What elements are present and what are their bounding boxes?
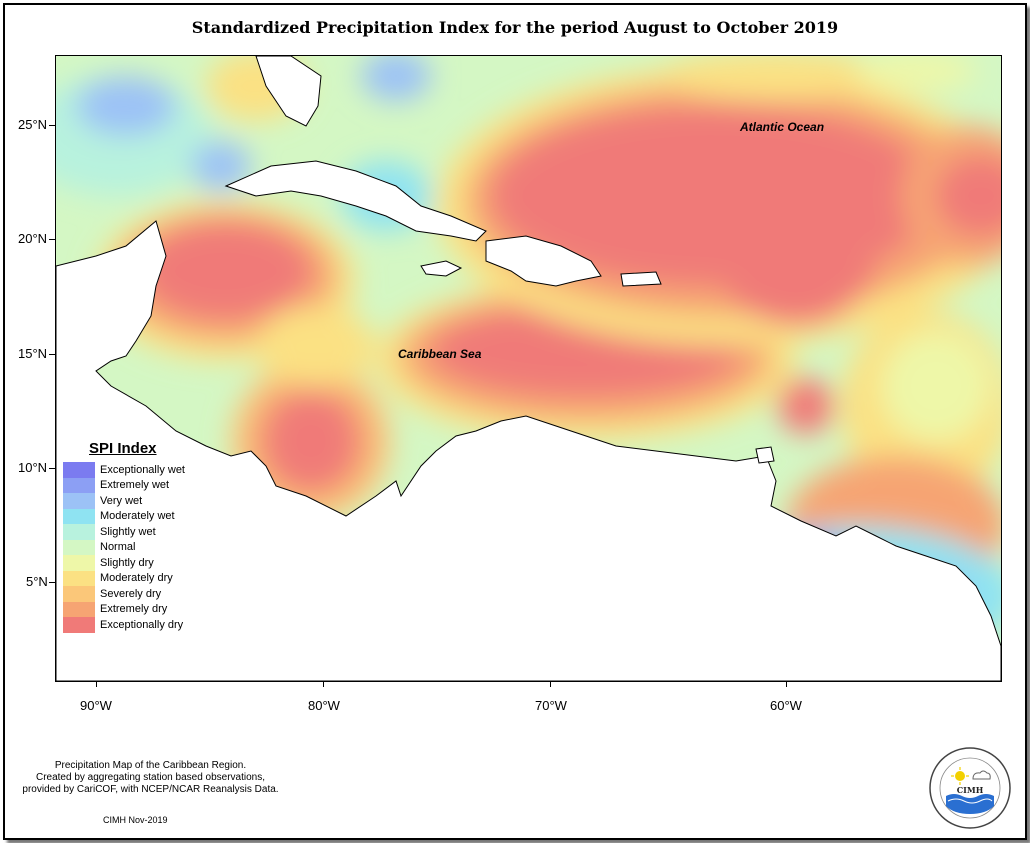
legend-item: Exceptionally dry (63, 617, 185, 633)
lat-tick (49, 582, 55, 583)
spi-legend: SPI Index Exceptionally wet Extremely wet… (63, 440, 185, 633)
lat-label-20n: 20°N (18, 231, 48, 246)
legend-item: Slightly wet (63, 524, 185, 540)
legend-title: SPI Index (89, 440, 157, 457)
map-credits: Precipitation Map of the Caribbean Regio… (8, 760, 293, 796)
lat-label-10n: 10°N (18, 460, 48, 475)
lat-label-5n: 5°N (26, 574, 48, 589)
legend-item: Very wet (63, 493, 185, 509)
legend-label: Extremely wet (100, 479, 170, 492)
lon-tick (550, 681, 551, 687)
legend-swatch (63, 462, 95, 478)
legend-swatch (63, 524, 95, 540)
legend-label: Slightly wet (100, 525, 156, 538)
legend-label: Moderately dry (100, 572, 173, 585)
legend-swatch (63, 477, 95, 493)
lat-tick (49, 239, 55, 240)
legend-item: Severely dry (63, 586, 185, 602)
caribbean-sea-label: Caribbean Sea (398, 347, 482, 361)
legend-label: Exceptionally dry (100, 618, 184, 631)
atlantic-ocean-label: Atlantic Ocean (740, 120, 825, 134)
lat-tick (49, 125, 55, 126)
legend-swatch (63, 586, 95, 602)
landmass-outlines (56, 56, 1001, 681)
lat-tick (49, 468, 55, 469)
legend-item: Extremely dry (63, 601, 185, 617)
legend-label: Severely dry (100, 587, 162, 600)
lon-label-70w: 70°W (535, 698, 567, 713)
lon-label-90w: 90°W (80, 698, 112, 713)
credits-line-3: provided by CariCOF, with NCEP/NCAR Rean… (22, 784, 279, 795)
legend-item: Normal (63, 539, 185, 555)
lon-label-60w: 60°W (770, 698, 802, 713)
legend-item: Slightly dry (63, 555, 185, 571)
lon-tick (786, 681, 787, 687)
legend-swatch (63, 570, 95, 586)
legend-label: Slightly dry (100, 556, 154, 569)
legend-item: Exceptionally wet (63, 462, 185, 478)
legend-items: Exceptionally wet Extremely wet Very wet Mo… (63, 462, 185, 633)
legend-label: Extremely dry (100, 603, 168, 616)
legend-label: Moderately wet (100, 510, 175, 523)
lat-label-15n: 15°N (18, 346, 48, 361)
cimh-logo-icon: CIMH (928, 746, 1012, 830)
lon-tick (323, 681, 324, 687)
spi-map (55, 55, 1002, 682)
legend-swatch (63, 493, 95, 509)
credits-line-1: Precipitation Map of the Caribbean Regio… (54, 760, 247, 771)
legend-swatch (63, 539, 95, 555)
lon-tick (96, 681, 97, 687)
legend-item: Moderately dry (63, 570, 185, 586)
legend-swatch (63, 555, 95, 571)
credits-date: CIMH Nov-2019 (103, 815, 168, 825)
logo-text: CIMH (957, 785, 984, 795)
legend-label: Exceptionally wet (100, 463, 185, 476)
legend-label: Very wet (100, 494, 143, 507)
legend-swatch (63, 617, 95, 633)
legend-item: Extremely wet (63, 477, 185, 493)
credits-line-2: Created by aggregating station based obs… (35, 772, 266, 783)
legend-item: Moderately wet (63, 508, 185, 524)
legend-label: Normal (100, 541, 136, 554)
legend-swatch (63, 601, 95, 617)
lat-label-25n: 25°N (18, 117, 48, 132)
spi-map-canvas (56, 56, 1001, 681)
page-title: Standardized Precipitation Index for the… (191, 18, 839, 37)
lat-tick (49, 354, 55, 355)
lon-label-80w: 80°W (308, 698, 340, 713)
legend-swatch (63, 508, 95, 524)
